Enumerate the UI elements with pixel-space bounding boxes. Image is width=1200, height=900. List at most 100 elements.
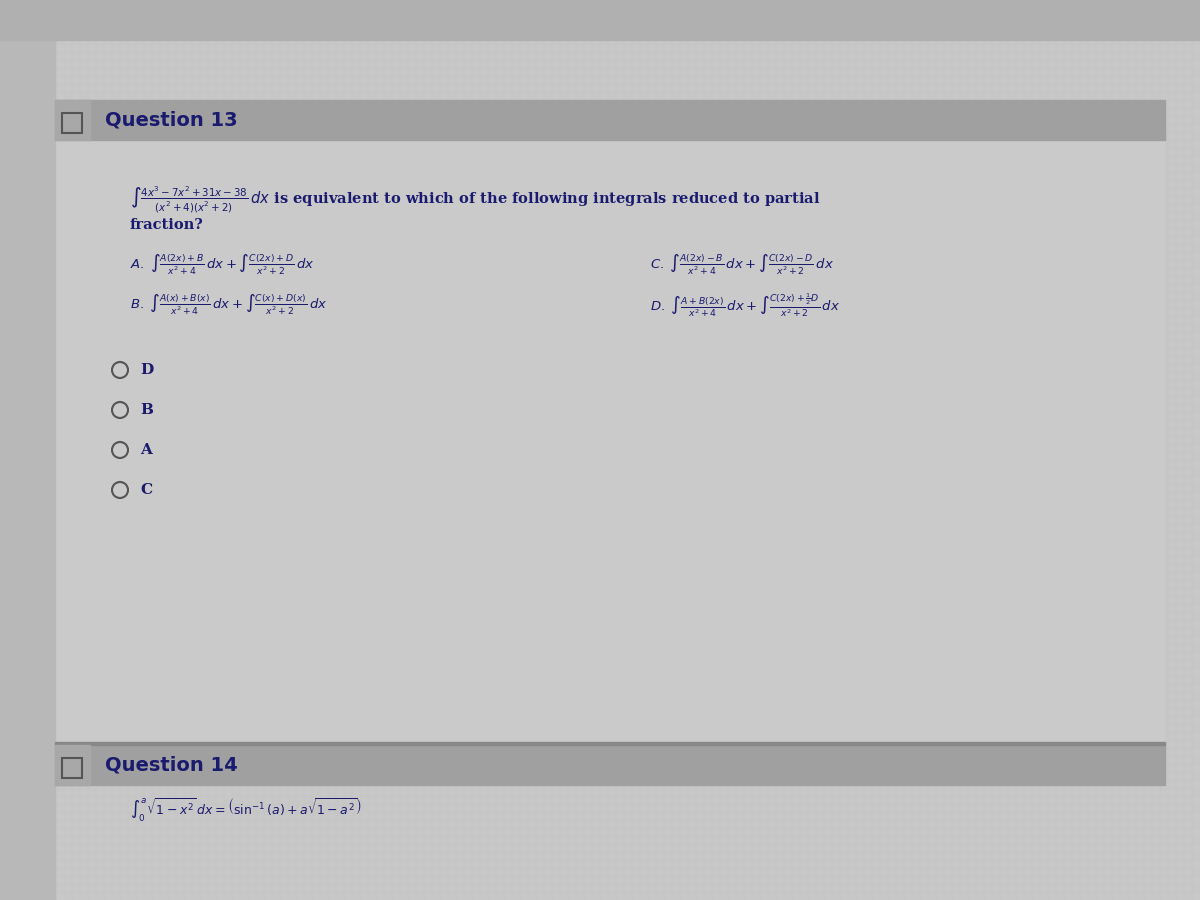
Bar: [864, 684, 872, 692]
Bar: [392, 372, 400, 380]
Bar: [608, 12, 616, 20]
Bar: [16, 284, 24, 292]
Bar: [576, 156, 584, 164]
Bar: [552, 164, 560, 172]
Bar: [872, 612, 880, 620]
Bar: [368, 60, 376, 68]
Bar: [984, 308, 992, 316]
Bar: [808, 84, 816, 92]
Bar: [296, 628, 304, 636]
Bar: [736, 460, 744, 468]
Bar: [0, 460, 8, 468]
Bar: [456, 276, 464, 284]
Bar: [232, 324, 240, 332]
Bar: [776, 436, 784, 444]
Bar: [1064, 628, 1072, 636]
Bar: [672, 284, 680, 292]
Bar: [760, 804, 768, 812]
Bar: [1096, 660, 1104, 668]
Bar: [864, 796, 872, 804]
Bar: [664, 276, 672, 284]
Bar: [592, 636, 600, 644]
Bar: [560, 332, 568, 340]
Bar: [560, 716, 568, 724]
Bar: [40, 308, 48, 316]
Bar: [424, 788, 432, 796]
Bar: [824, 340, 832, 348]
Bar: [856, 580, 864, 588]
Bar: [104, 132, 112, 140]
Bar: [592, 428, 600, 436]
Bar: [648, 196, 656, 204]
Bar: [136, 84, 144, 92]
Bar: [8, 436, 16, 444]
Bar: [968, 196, 976, 204]
Bar: [728, 836, 736, 844]
Bar: [696, 84, 704, 92]
Bar: [1144, 564, 1152, 572]
Bar: [928, 252, 936, 260]
Bar: [1176, 308, 1184, 316]
Bar: [192, 284, 200, 292]
Bar: [40, 52, 48, 60]
Bar: [1104, 620, 1112, 628]
Bar: [1056, 636, 1064, 644]
Bar: [848, 668, 856, 676]
Bar: [528, 748, 536, 756]
Bar: [808, 164, 816, 172]
Bar: [648, 292, 656, 300]
Bar: [1088, 348, 1096, 356]
Bar: [816, 236, 824, 244]
Bar: [512, 172, 520, 180]
Bar: [552, 676, 560, 684]
Bar: [864, 476, 872, 484]
Bar: [56, 404, 64, 412]
Bar: [72, 372, 80, 380]
Bar: [336, 268, 344, 276]
Bar: [32, 796, 40, 804]
Bar: [1032, 436, 1040, 444]
Bar: [464, 508, 472, 516]
Bar: [896, 316, 904, 324]
Bar: [816, 716, 824, 724]
Bar: [1104, 316, 1112, 324]
Bar: [632, 436, 640, 444]
Bar: [440, 692, 448, 700]
Bar: [968, 516, 976, 524]
Bar: [32, 828, 40, 836]
Bar: [120, 596, 128, 604]
Bar: [400, 348, 408, 356]
Bar: [736, 796, 744, 804]
Bar: [1152, 524, 1160, 532]
Bar: [1104, 28, 1112, 36]
Bar: [112, 300, 120, 308]
Bar: [72, 436, 80, 444]
Bar: [1168, 892, 1176, 900]
Bar: [200, 436, 208, 444]
Bar: [888, 708, 896, 716]
Bar: [1032, 468, 1040, 476]
Bar: [184, 724, 192, 732]
Bar: [808, 452, 816, 460]
Bar: [120, 36, 128, 44]
Bar: [912, 0, 920, 4]
Bar: [560, 348, 568, 356]
Bar: [192, 172, 200, 180]
Bar: [264, 276, 272, 284]
Bar: [944, 444, 952, 452]
Bar: [560, 380, 568, 388]
Bar: [928, 716, 936, 724]
Bar: [944, 188, 952, 196]
Bar: [8, 148, 16, 156]
Bar: [760, 788, 768, 796]
Bar: [664, 804, 672, 812]
Bar: [336, 764, 344, 772]
Bar: [432, 508, 440, 516]
Bar: [152, 132, 160, 140]
Bar: [1000, 148, 1008, 156]
Bar: [432, 652, 440, 660]
Bar: [1112, 532, 1120, 540]
Bar: [792, 772, 800, 780]
Bar: [688, 860, 696, 868]
Bar: [1184, 540, 1192, 548]
